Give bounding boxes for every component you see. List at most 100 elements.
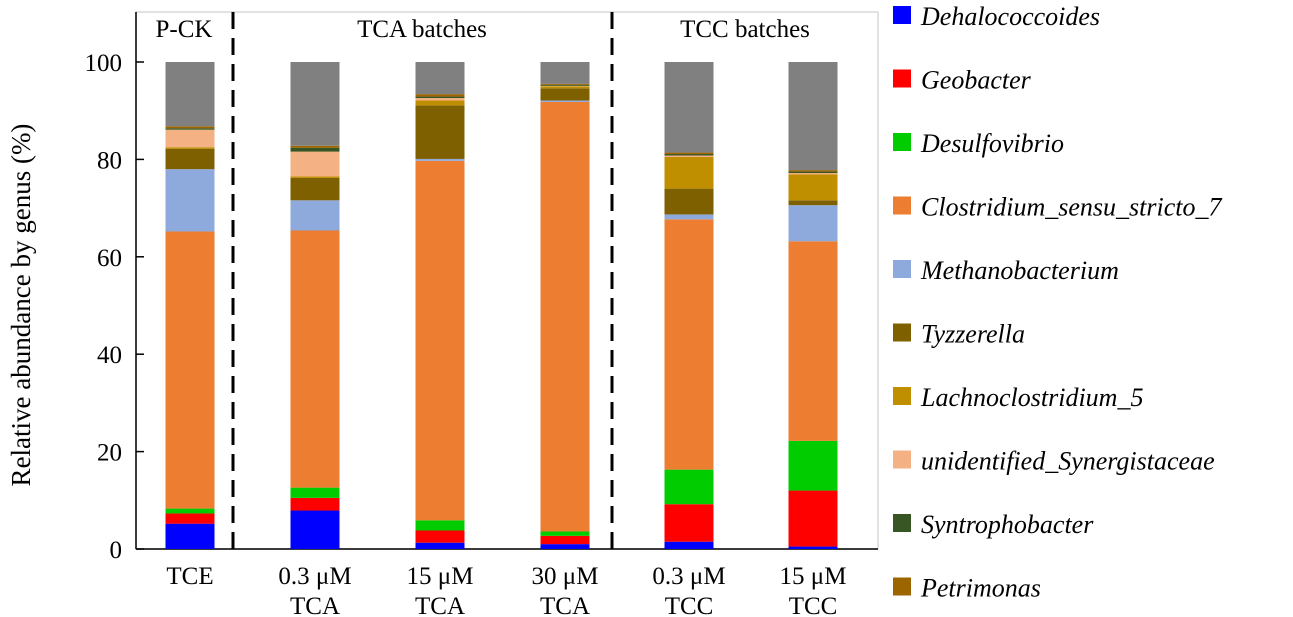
bar-stack: [290, 62, 340, 549]
bar-segment-methanobacterium: [788, 205, 838, 242]
bar-segment-others: [788, 62, 838, 171]
legend-label-dehalococcoides: Dehalococcoides: [920, 2, 1100, 31]
x-tick-label: 0.3 μM: [652, 563, 725, 590]
x-tick-label: 15 μM: [407, 563, 474, 590]
plot-frame: [135, 11, 879, 550]
bar-segment-others: [540, 62, 590, 84]
bar-segment-petrimonas: [415, 94, 465, 97]
y-axis: 0 20 40 60 80 100: [85, 12, 878, 564]
bar-segment-methanobacterium: [415, 158, 465, 161]
bar-segment-lachnoclostridium-5: [165, 147, 215, 149]
bar-segment-geobacter: [290, 497, 340, 511]
bar-segment-clostridium-sensu-stricto-7: [290, 230, 340, 488]
x-tick-label-line2: TCA: [540, 593, 590, 617]
bar-segment-dehalococcoides: [290, 510, 340, 549]
bar-segment-lachnoclostridium-5: [290, 176, 340, 178]
legend-label-lachnoclostridium-5: Lachnoclostridium_5: [920, 383, 1143, 412]
bar-segment-syntrophobacter: [290, 147, 340, 152]
bar-segment-syntrophobacter: [540, 84, 590, 86]
legend-swatch-lachnoclostridium-5: [893, 387, 911, 405]
bar-segment-tyzzerella: [788, 200, 838, 206]
bar-segment-desulfovibrio: [415, 520, 465, 531]
bar-segment-dehalococcoides: [540, 544, 590, 549]
bar-segment-dehalococcoides: [788, 546, 838, 549]
legend-label-geobacter: Geobacter: [921, 66, 1032, 95]
x-tick-label: 15 μM: [780, 563, 847, 590]
bars: [165, 62, 838, 549]
y-tick-label: 20: [97, 440, 122, 467]
bar-segment-unidentified-synergistaceae: [788, 173, 838, 175]
bar-segment-unidentified-synergistaceae: [290, 151, 340, 177]
legend-swatch-methanobacterium: [893, 260, 911, 278]
bar-segment-petrimonas: [540, 83, 590, 85]
bar-stack: [415, 62, 465, 549]
x-tick-label-line2: TCC: [789, 593, 838, 617]
bar-segment-methanobacterium: [540, 100, 590, 102]
legend-swatch-tyzzerella: [893, 323, 911, 342]
bar-segment-others: [290, 62, 340, 146]
bar-segment-syntrophobacter: [788, 171, 838, 174]
legend-swatch-syntrophobacter: [893, 514, 911, 532]
group-label: TCC batches: [680, 16, 810, 43]
bar-segment-lachnoclostridium-5: [664, 156, 714, 189]
y-tick-label: 100: [85, 50, 123, 77]
group-labels: P-CK TCA batches TCC batches: [156, 16, 810, 43]
bar-segment-tyzzerella: [415, 105, 465, 159]
bar-segment-others: [664, 62, 714, 153]
bar-segment-clostridium-sensu-stricto-7: [165, 231, 215, 509]
legend-label-methanobacterium: Methanobacterium: [920, 256, 1119, 285]
bar-segment-tyzzerella: [290, 177, 340, 201]
bar-segment-others: [415, 62, 465, 95]
bar-segment-lachnoclostridium-5: [540, 86, 590, 89]
bar-segment-methanobacterium: [290, 200, 340, 231]
bar-segment-petrimonas: [290, 145, 340, 148]
legend-label-clostridium-sensu-stricto-7: Clostridium_sensu_stricto_7: [921, 193, 1222, 222]
bar-segment-unidentified-synergistaceae: [415, 98, 465, 101]
legend: Dehalococcoides Geobacter Desulfovibrio Clo…: [893, 2, 1222, 603]
legend-swatch-unidentified-synergistaceae: [893, 450, 911, 469]
bar-segment-tyzzerella: [540, 88, 590, 101]
x-tick-label-line2: TCC: [665, 593, 714, 617]
bar-segment-clostridium-sensu-stricto-7: [664, 219, 714, 470]
bar-segment-methanobacterium: [664, 214, 714, 220]
bar-segment-unidentified-synergistaceae: [165, 129, 215, 148]
x-tick-label: TCE: [166, 563, 213, 590]
bar-segment-geobacter: [788, 490, 838, 547]
legend-swatch-desulfovibrio: [893, 133, 911, 151]
bar-segment-desulfovibrio: [540, 531, 590, 536]
group-separators: [231, 12, 614, 549]
x-tick-label-line2: TCA: [415, 593, 465, 617]
legend-swatch-clostridium-sensu-stricto-7: [893, 196, 911, 215]
bar-stack: [664, 62, 714, 549]
bar-segment-geobacter: [415, 530, 465, 543]
bar-segment-clostridium-sensu-stricto-7: [415, 160, 465, 521]
legend-swatch-dehalococcoides: [893, 6, 911, 24]
bar-segment-lachnoclostridium-5: [788, 174, 838, 201]
bar-segment-clostridium-sensu-stricto-7: [788, 241, 838, 441]
bar-segment-syntrophobacter: [165, 128, 215, 130]
bar-segment-geobacter: [540, 535, 590, 545]
group-label: TCA batches: [357, 16, 487, 43]
bar-segment-syntrophobacter: [415, 96, 465, 99]
legend-swatch-petrimonas: [893, 577, 911, 596]
bar-segment-clostridium-sensu-stricto-7: [540, 101, 590, 532]
bar-stack: [165, 62, 215, 549]
y-tick-label: 40: [97, 342, 122, 369]
legend-label-petrimonas: Petrimonas: [920, 574, 1041, 603]
legend-label-desulfovibrio: Desulfovibrio: [920, 129, 1064, 158]
x-tick-labels: TCE 0.3 μM TCA 15 μM TCA 30 μM TCA 0.3 μM TCC 15 …: [166, 563, 846, 617]
bar-stack: [788, 62, 838, 549]
y-axis-label: Relative abundance by genus (%): [6, 124, 36, 487]
bar-segment-tyzzerella: [664, 188, 714, 215]
y-tick-label: 60: [97, 245, 122, 272]
bar-stack: [540, 62, 590, 549]
bar-segment-geobacter: [664, 504, 714, 542]
bar-segment-methanobacterium: [165, 169, 215, 232]
group-label: P-CK: [156, 16, 213, 43]
bar-segment-desulfovibrio: [290, 487, 340, 498]
x-tick-label: 0.3 μM: [278, 563, 351, 590]
bar-segment-tyzzerella: [165, 148, 215, 170]
bar-segment-petrimonas: [664, 152, 714, 155]
y-tick-label: 0: [110, 537, 123, 564]
